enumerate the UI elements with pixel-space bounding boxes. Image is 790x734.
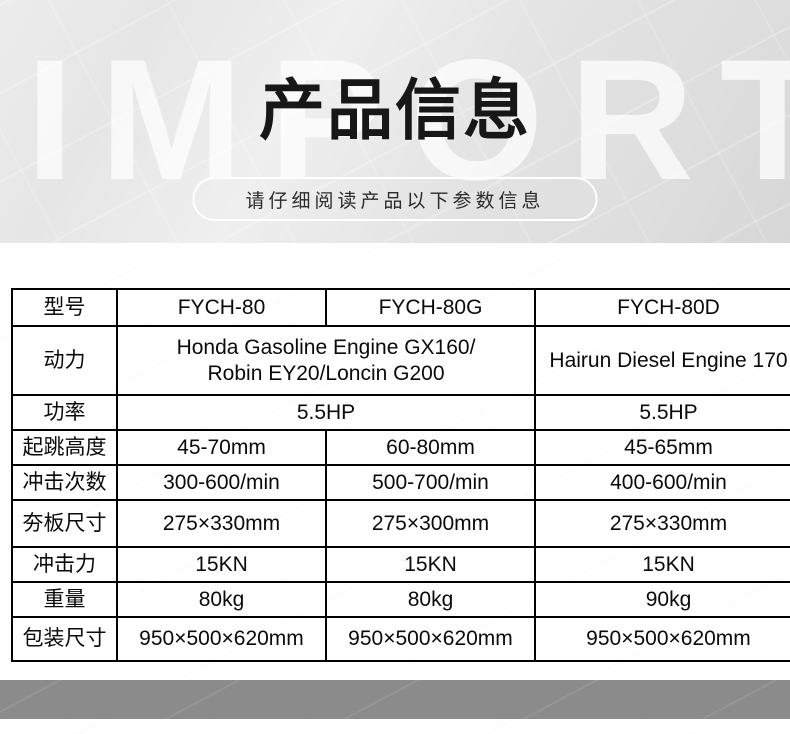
table-row: 冲击次数 300-600/min 500-700/min 400-600/min <box>11 464 790 501</box>
table-row: 冲击力 15KN 15KN 15KN <box>11 546 790 583</box>
table-row: 重量 80kg 80kg 90kg <box>11 581 790 618</box>
row-label-package-size: 包装尺寸 <box>11 616 118 662</box>
product-info-banner: IMPORT 产品信息 请仔细阅读产品以下参数信息 <box>0 0 790 243</box>
subtitle-pill: 请仔细阅读产品以下参数信息 <box>192 177 598 221</box>
cell-impact-frequency-3: 400-600/min <box>534 464 790 501</box>
subtitle-text: 请仔细阅读产品以下参数信息 <box>245 190 545 212</box>
cell-package-size-1: 950×500×620mm <box>116 616 327 662</box>
row-label-plate-size: 夯板尺寸 <box>11 499 118 548</box>
footer-divider-bar <box>0 680 790 719</box>
cell-impact-frequency-2: 500-700/min <box>325 464 536 501</box>
footer-watermark-pattern <box>0 680 790 719</box>
cell-weight-2: 80kg <box>325 581 536 618</box>
table-row: 夯板尺寸 275×330mm 275×300mm 275×330mm <box>11 499 790 548</box>
cell-plate-size-2: 275×300mm <box>325 499 536 548</box>
row-label-jump-height: 起跳高度 <box>11 429 118 466</box>
cell-impact-force-2: 15KN <box>325 546 536 583</box>
cell-plate-size-3: 275×330mm <box>534 499 790 548</box>
cell-package-size-2: 950×500×620mm <box>325 616 536 662</box>
cell-jump-height-3: 45-65mm <box>534 429 790 466</box>
row-label-output: 功率 <box>11 394 118 431</box>
cell-package-size-3: 950×500×620mm <box>534 616 790 662</box>
cell-engine-gasoline: Honda Gasoline Engine GX160/Robin EY20/L… <box>116 325 536 396</box>
table-row: 功率 5.5HP 5.5HP <box>11 394 790 431</box>
cell-impact-force-3: 15KN <box>534 546 790 583</box>
cell-model-fych80: FYCH-80 <box>116 288 327 327</box>
cell-engine-diesel: Hairun Diesel Engine 170 <box>534 325 790 396</box>
cell-jump-height-2: 60-80mm <box>325 429 536 466</box>
spec-table-container: 型号 FYCH-80 FYCH-80G FYCH-80D 动力 Honda Ga… <box>11 288 790 662</box>
row-label-impact-force: 冲击力 <box>11 546 118 583</box>
row-label-weight: 重量 <box>11 581 118 618</box>
table-row: 包装尺寸 950×500×620mm 950×500×620mm 950×500… <box>11 616 790 662</box>
table-row: 型号 FYCH-80 FYCH-80G FYCH-80D <box>11 288 790 327</box>
cell-impact-force-1: 15KN <box>116 546 327 583</box>
row-label-model: 型号 <box>11 288 118 327</box>
table-row: 起跳高度 45-70mm 60-80mm 45-65mm <box>11 429 790 466</box>
cell-output-gasoline: 5.5HP <box>116 394 536 431</box>
page-title: 产品信息 <box>259 73 531 147</box>
spec-table: 型号 FYCH-80 FYCH-80G FYCH-80D 动力 Honda Ga… <box>11 288 790 662</box>
table-row: 动力 Honda Gasoline Engine GX160/Robin EY2… <box>11 325 790 396</box>
cell-plate-size-1: 275×330mm <box>116 499 327 548</box>
row-label-power-source: 动力 <box>11 325 118 396</box>
cell-weight-3: 90kg <box>534 581 790 618</box>
cell-jump-height-1: 45-70mm <box>116 429 327 466</box>
row-label-impact-frequency: 冲击次数 <box>11 464 118 501</box>
cell-output-diesel: 5.5HP <box>534 394 790 431</box>
cell-model-fych80d: FYCH-80D <box>534 288 790 327</box>
cell-model-fych80g: FYCH-80G <box>325 288 536 327</box>
cell-weight-1: 80kg <box>116 581 327 618</box>
cell-impact-frequency-1: 300-600/min <box>116 464 327 501</box>
